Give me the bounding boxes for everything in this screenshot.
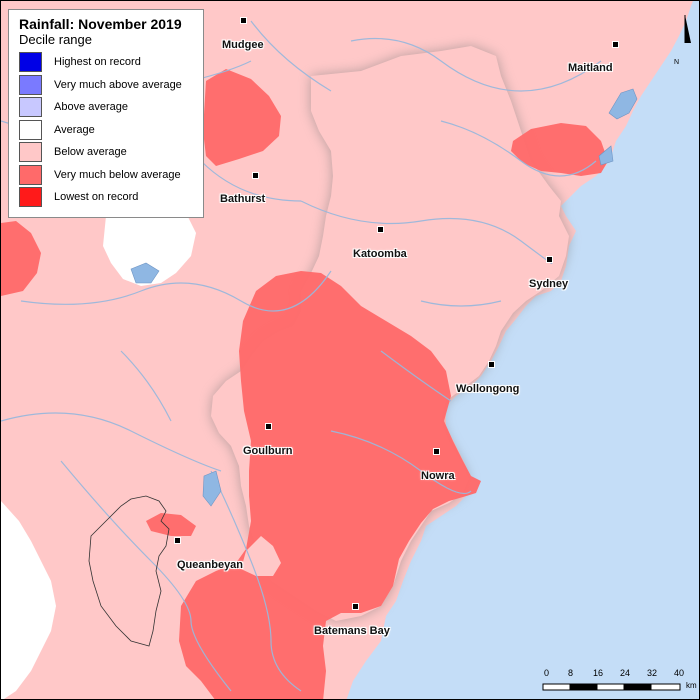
legend-swatch	[19, 187, 42, 208]
town-label-bathurst: Bathurst	[220, 193, 266, 205]
scale-bar	[542, 683, 681, 691]
legend-swatch	[19, 97, 42, 118]
legend-items: Highest on record Very much above average…	[19, 51, 203, 209]
legend-item-label: Above average	[54, 101, 128, 114]
town-label-mudgee: Mudgee	[222, 39, 264, 51]
scale-tick-32: 32	[647, 668, 658, 678]
scale-unit: km	[686, 681, 697, 690]
lakes	[130, 88, 638, 507]
town-label-katoomba: Katoomba	[353, 248, 407, 260]
legend-swatch	[19, 52, 42, 73]
scale-tick-8: 8	[568, 668, 574, 678]
legend-item: Lowest on record	[19, 186, 203, 209]
town-marker-queanbeyan	[174, 537, 181, 544]
town-label-sydney: Sydney	[529, 278, 569, 290]
legend-item-label: Average	[54, 123, 95, 136]
very-much-below-average-region-west	[1, 221, 41, 296]
legend: Rainfall: November 2019 Decile range Hig…	[8, 9, 204, 218]
town-label-goulburn: Goulburn	[243, 445, 293, 457]
legend-item: Average	[19, 119, 203, 142]
below-average-patch	[241, 536, 281, 576]
legend-swatch	[19, 119, 42, 140]
legend-item: Below average	[19, 141, 203, 164]
town-marker-nowra	[433, 448, 440, 455]
town-label-batemans-bay: Batemans Bay	[314, 625, 390, 637]
very-much-below-average-region-south	[179, 271, 481, 699]
north-label: N	[674, 59, 680, 66]
north-arrow-icon	[684, 15, 691, 43]
legend-item-label: Lowest on record	[54, 191, 139, 204]
legend-subtitle: Decile range	[19, 32, 92, 47]
scale-tick-16: 16	[593, 668, 604, 678]
legend-title: Rainfall: November 2019	[19, 16, 182, 32]
very-much-below-average-region-north	[203, 69, 281, 166]
very-much-below-average-region-northeast	[511, 123, 608, 176]
very-much-below-average-region-act	[146, 513, 196, 536]
legend-item-label: Below average	[54, 146, 127, 159]
town-marker-wollongong	[488, 361, 495, 368]
scale-tick-0: 0	[544, 668, 550, 678]
town-label-queanbeyan: Queanbeyan	[177, 559, 244, 571]
legend-item: Very much above average	[19, 74, 203, 97]
town-marker-goulburn	[265, 423, 272, 430]
town-marker-batemans-bay	[352, 603, 359, 610]
legend-item: Above average	[19, 96, 203, 119]
scale-tick-40: 40	[674, 668, 685, 678]
town-label-maitland: Maitland	[568, 62, 613, 74]
town-marker-maitland	[612, 41, 619, 48]
legend-swatch	[19, 74, 42, 95]
legend-item-label: Very much below average	[54, 168, 181, 181]
town-label-nowra: Nowra	[421, 470, 455, 482]
legend-item-label: Very much above average	[54, 78, 182, 91]
town-marker-katoomba	[377, 226, 384, 233]
average-region-center	[103, 206, 196, 286]
ocean	[346, 1, 699, 699]
scale-tick-24: 24	[620, 668, 631, 678]
rivers	[1, 20, 602, 692]
town-marker-bathurst	[252, 172, 259, 179]
legend-swatch	[19, 164, 42, 185]
town-label-wollongong: Wollongong	[456, 383, 520, 395]
town-marker-sydney	[546, 256, 553, 263]
average-region-left	[1, 501, 56, 699]
legend-swatch	[19, 142, 42, 163]
act-border	[88, 495, 170, 647]
legend-item-label: Highest on record	[54, 56, 141, 69]
town-marker-mudgee	[240, 17, 247, 24]
legend-item: Very much below average	[19, 164, 203, 187]
legend-item: Highest on record	[19, 51, 203, 74]
